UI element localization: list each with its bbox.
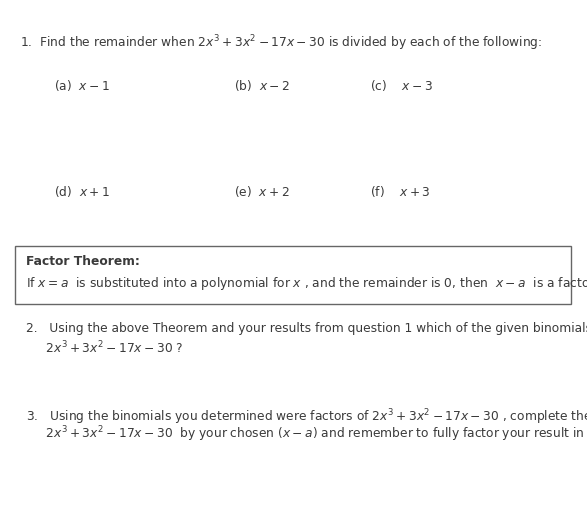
Text: If $x=a$  is substituted into a polynomial for $x$ , and the remainder is 0, the: If $x=a$ is substituted into a polynomia… — [26, 275, 587, 291]
Text: (b)  $x-2$: (b) $x-2$ — [234, 78, 290, 93]
Text: $2x^3+3x^2-17x-30$ ?: $2x^3+3x^2-17x-30$ ? — [26, 339, 183, 356]
Text: 2.   Using the above Theorem and your results from question 1 which of the given: 2. Using the above Theorem and your resu… — [26, 322, 587, 335]
Text: 1.  Find the remainder when $2x^3+3x^2-17x-30$ is divided by each of the followi: 1. Find the remainder when $2x^3+3x^2-17… — [20, 33, 542, 53]
Text: (f)    $x+3$: (f) $x+3$ — [370, 184, 430, 199]
Text: $2x^3+3x^2-17x-30$  by your chosen $(x-a)$ and remember to fully factor your res: $2x^3+3x^2-17x-30$ by your chosen $(x-a)… — [26, 425, 587, 444]
Text: Factor Theorem:: Factor Theorem: — [26, 255, 140, 268]
FancyBboxPatch shape — [15, 246, 571, 304]
Text: (e)  $x+2$: (e) $x+2$ — [234, 184, 290, 199]
Text: (a)  $x-1$: (a) $x-1$ — [54, 78, 110, 93]
Text: (c)    $x-3$: (c) $x-3$ — [370, 78, 433, 93]
Text: 3.   Using the binomials you determined were factors of $2x^3+3x^2-17x-30$ , com: 3. Using the binomials you determined we… — [26, 407, 587, 427]
Text: (d)  $x+1$: (d) $x+1$ — [54, 184, 110, 199]
